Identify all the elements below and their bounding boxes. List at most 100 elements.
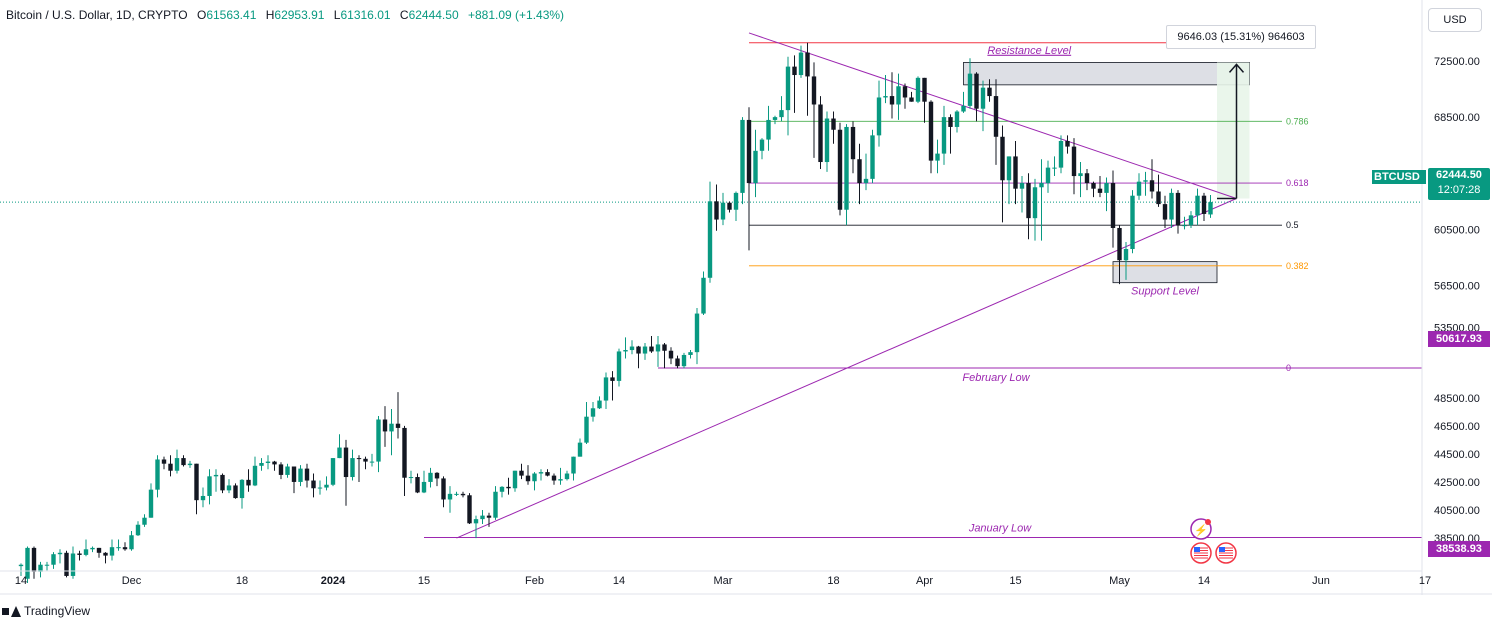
close-key: C [399,8,409,22]
price-tick-label: 44500.00 [1434,449,1480,461]
candle-body [441,478,446,500]
time-tick-label: Feb [525,575,544,587]
candle-body [148,489,154,518]
triangle-lower-trendline [456,198,1237,539]
candle-body [876,97,882,136]
candle-body [200,495,206,501]
candle-body [239,479,245,499]
low-key: L [333,8,341,22]
candles-layer [18,42,1213,583]
time-tick-label: 14 [1198,575,1210,587]
candle-body [1149,180,1155,192]
ticker-symbol-tag: BTCUSD [1372,170,1426,184]
lines-layer [0,32,1422,539]
candle-body [493,491,498,518]
time-tick-label: 17 [1419,575,1431,587]
january-low-price-tag: 38538.93 [1428,541,1490,557]
candle-body [324,484,329,488]
candle-body [428,472,433,482]
candle-body [759,139,765,151]
close-value: 62444.50 [408,8,459,22]
candle-body [701,277,706,314]
candle-body [792,66,797,76]
candle-body [356,458,362,460]
candle-body [824,118,830,163]
resistance-zone-box [963,62,1250,86]
zones-layer [963,62,1250,284]
candle-body [558,479,563,481]
candle-body [1065,140,1070,147]
ticker-countdown: 12:07:28 [1437,184,1481,196]
candle-body [857,159,862,184]
price-tick-label: 42500.00 [1434,477,1480,489]
flag-canton [1219,547,1225,552]
candle-body [499,486,505,492]
candle-body [317,487,323,489]
brand-name: TradingView [24,604,91,618]
time-tick-label: May [1109,575,1130,587]
candle-body [122,547,128,550]
candle-body [116,547,121,549]
open-value: 61563.41 [206,8,257,22]
triangle-upper-trendline [748,32,1237,199]
measure-arrow-head [1228,63,1245,73]
candle-body [96,547,102,553]
candle-body [1136,181,1142,196]
february-low-label: February Low [962,372,1030,384]
candle-body [623,350,628,352]
candle-body [57,552,63,555]
candle-body [1195,195,1200,216]
candle-body [1084,173,1090,184]
candle-body [532,473,537,482]
candle-body [1156,191,1161,205]
candle-body [1078,173,1083,177]
candle-body [636,346,641,354]
ticker-price-tag: BTCUSD 62444.50 12:07:28 [1372,168,1490,200]
candle-body [837,129,843,210]
candle-body [1162,204,1168,220]
candle-body [707,201,713,278]
january-low-label: January Low [968,523,1032,535]
february-low-price-tag: 50617.93 [1428,331,1490,347]
candle-body [538,472,544,474]
price-tick-label: 68500.00 [1434,112,1480,124]
candle-body [83,549,89,555]
low-value: 61316.01 [340,8,391,22]
candle-body [272,461,277,465]
candle-body [447,493,453,500]
measure-label[interactable]: 9646.03 (15.31%) 964603 [1166,25,1316,49]
candle-body [421,481,427,493]
currency-button[interactable]: USD [1428,8,1482,32]
ticker-symbol: BTCUSD [1374,171,1420,183]
candle-body [909,97,914,102]
price-tick-label: 46500.00 [1434,421,1480,433]
candle-body [486,515,492,518]
support-zone-box [1112,261,1218,284]
candle-body [103,552,108,556]
candle-body [714,201,719,220]
candle-body [389,423,394,432]
candle-body [1188,215,1194,226]
candle-body [291,466,297,482]
time-tick-label: Jun [1312,575,1330,587]
candle-body [395,423,401,428]
candle-body [1058,140,1064,168]
candle-body [584,416,589,443]
candle-body [850,126,856,160]
candle-body [642,346,648,354]
candle-body [51,554,56,565]
candle-body [460,493,466,496]
high-key: H [265,8,275,22]
candle-body [688,352,693,355]
candle-body [662,344,667,351]
candle-body [44,564,50,566]
candle-body [1026,183,1031,219]
candle-body [993,96,999,137]
labels-layer: 0.786 0.618 0.5 0.382 0 Resistance Level Febru… [962,45,1309,564]
tradingview-brand[interactable]: TradingView [2,604,90,618]
candle-body [935,153,940,161]
candle-body [655,344,661,352]
candle-body [1045,167,1051,184]
candle-body [922,77,927,102]
